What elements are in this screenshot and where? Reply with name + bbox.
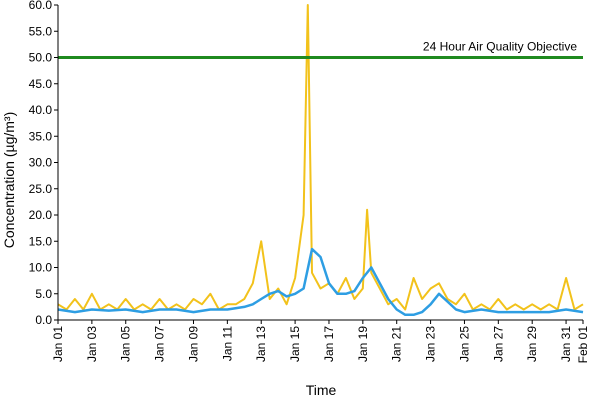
series-line-2 [57,247,584,317]
x-axis-ticks: Jan 01 Jan 03 Jan 05 Jan 07 Jan 09 Jan 11 Jan … [51,320,590,363]
y-tick-label: 30.0 [29,156,53,170]
x-tick-label: Jan 03 [85,326,99,362]
x-tick-label: Jan 27 [491,326,505,362]
x-tick-label: Jan 13 [254,326,268,362]
y-tick-label: 50.0 [29,51,53,65]
y-axis-title: Concentration (µg/m³) [1,112,17,248]
x-tick-label: Jan 31 [559,326,573,362]
y-tick-label: 45.0 [29,77,53,91]
x-tick-label: Jan 19 [356,326,370,362]
y-tick-label: 20.0 [29,208,53,222]
x-axis-title: Time [306,382,337,398]
x-tick-label: Jan 21 [390,326,404,362]
x-tick-label: Jan 23 [424,326,438,362]
x-tick-label: Jan 09 [186,326,200,362]
y-tick-label: 60.0 [29,0,53,12]
x-tick-label: Jan 01 [51,326,65,362]
y-tick-label: 40.0 [29,103,53,117]
x-tick-label: Jan 07 [153,326,167,362]
y-tick-label: 5.0 [35,287,52,301]
x-tick-label: Jan 11 [220,326,234,361]
x-tick-label: Jan 29 [525,326,539,362]
y-tick-label: 10.0 [29,261,53,275]
y-axis-ticks: 0.0 5.0 10.0 15.0 20.0 25.0 30.0 35.0 40.0 45.0 50… [29,0,58,327]
y-tick-label: 0.0 [35,313,52,327]
objective-label: 24 Hour Air Quality Objective [423,40,577,54]
y-tick-label: 55.0 [29,24,53,38]
y-tick-label: 15.0 [29,234,53,248]
y-tick-label: 25.0 [29,182,53,196]
x-tick-label: Jan 05 [119,326,133,362]
x-tick-label: Jan 15 [288,326,302,362]
x-tick-label: Jan 25 [457,326,471,362]
x-tick-label: Jan 17 [322,326,336,362]
y-tick-label: 35.0 [29,129,53,143]
series-layer [57,4,584,317]
series-line-1 [57,4,584,311]
x-tick-label: Feb 01 [576,326,590,364]
